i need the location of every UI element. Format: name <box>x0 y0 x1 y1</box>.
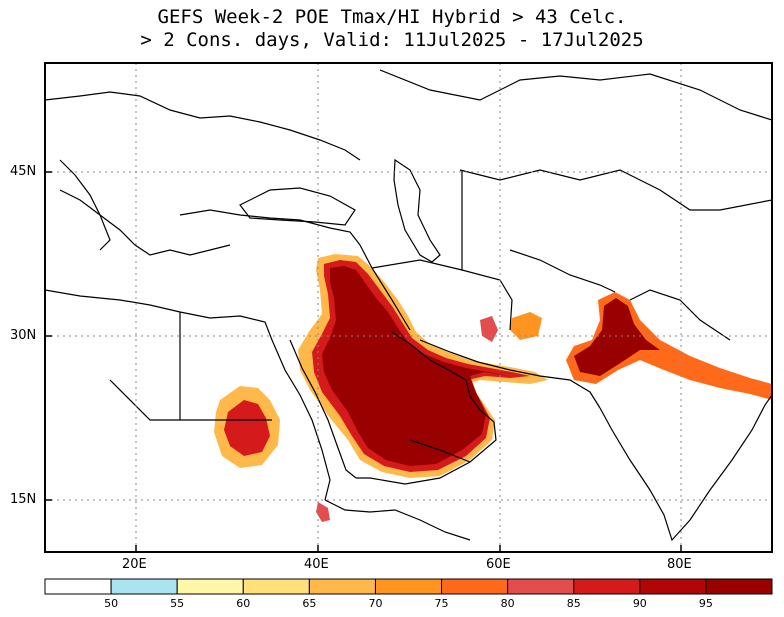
colorbar-box-10 <box>705 578 773 595</box>
map-title: GEFS Week-2 POE Tmax/HI Hybrid > 43 Celc… <box>0 6 784 52</box>
border-7 <box>629 289 731 341</box>
coastline-iran-s <box>419 339 601 409</box>
grid-lines <box>45 63 772 552</box>
coastline-italy <box>59 159 111 251</box>
colorbar-box-5 <box>374 578 443 595</box>
shade-iran-2 <box>510 312 542 340</box>
colorbar-label-80: 80 <box>500 597 515 610</box>
title-line-1: GEFS Week-2 POE Tmax/HI Hybrid > 43 Celc… <box>157 6 627 28</box>
lat-label-15: 15N <box>10 492 37 507</box>
lon-label-20: 20E <box>122 557 147 572</box>
border-6 <box>509 249 616 293</box>
lon-label-60: 60E <box>486 557 511 572</box>
colorbar-label-65: 65 <box>302 597 317 610</box>
colorbar-label-95: 95 <box>698 597 713 610</box>
coastline-hornofafrica <box>324 499 471 541</box>
lon-label-40: 40E <box>304 557 329 572</box>
coastline-redsea-w <box>271 339 331 501</box>
colorbar-box-6 <box>441 578 509 595</box>
colorbar-boxes <box>44 578 773 595</box>
shade-arabia-core <box>322 266 508 466</box>
colorbar-box-2 <box>176 578 244 595</box>
shade-sudan-core <box>224 400 270 456</box>
colorbar-label-75: 75 <box>434 597 449 610</box>
shade-yemen <box>316 502 330 522</box>
colorbar-label-50: 50 <box>104 597 119 610</box>
border-3 <box>359 244 411 331</box>
coastline-redsea-e <box>289 339 357 479</box>
colorbar-box-3 <box>242 578 310 595</box>
colorbar-box-4 <box>308 578 376 595</box>
colorbar-label-70: 70 <box>368 597 383 610</box>
colorbar-label-60: 60 <box>236 597 251 610</box>
border-10 <box>459 169 772 211</box>
coastline-turkey <box>179 209 361 246</box>
colorbar-box-8 <box>573 578 641 595</box>
colorbar-label-85: 85 <box>566 597 581 610</box>
colorbar-label-90: 90 <box>632 597 647 610</box>
map-frame <box>44 62 773 553</box>
colorbar-box-9 <box>639 578 707 595</box>
axis-ticks <box>45 171 682 552</box>
coastline-balkans <box>59 189 231 256</box>
coastline-caspian <box>393 158 441 263</box>
border-2 <box>109 379 180 421</box>
lat-label-30: 30N <box>10 328 37 343</box>
border-8 <box>409 439 471 463</box>
colorbar-box-1 <box>110 578 178 595</box>
coastline-india <box>599 394 772 542</box>
colorbar-label-55: 55 <box>170 597 185 610</box>
border-4 <box>371 259 513 331</box>
coastline-gulf <box>356 331 497 485</box>
lat-label-45: 45N <box>10 164 37 179</box>
colorbar-box-0 <box>44 578 112 595</box>
coastline-europe <box>45 91 361 161</box>
probability-shading <box>214 254 772 522</box>
title-line-2: > 2 Cons. days, Valid: 11Jul2025 - 17Jul… <box>140 29 644 51</box>
coastline-blacksea <box>239 187 356 226</box>
colorbar-box-7 <box>507 578 575 595</box>
lon-label-80: 80E <box>667 557 692 572</box>
shade-pak-core <box>574 298 660 376</box>
coastlines-borders <box>45 69 772 542</box>
border-9 <box>379 69 772 121</box>
